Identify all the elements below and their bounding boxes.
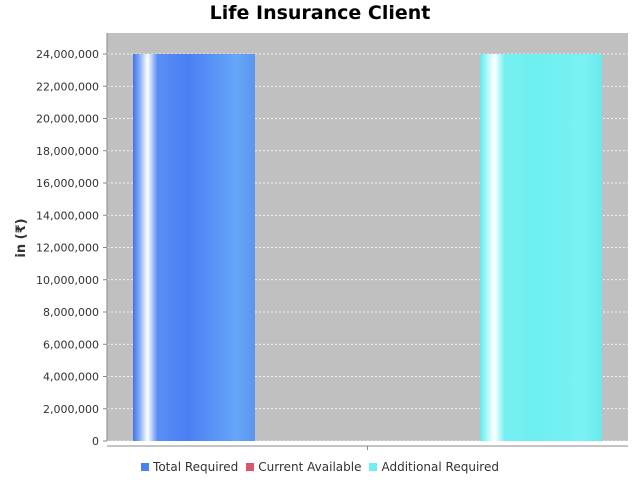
legend: Total Required Current Available Additiona… <box>0 460 640 474</box>
y-tick-label: 20,000,000 <box>36 113 99 126</box>
y-tick-label: 24,000,000 <box>36 48 99 61</box>
legend-item: Total Required <box>141 460 238 474</box>
legend-swatch <box>141 463 150 471</box>
y-tick-label: 8,000,000 <box>43 306 99 319</box>
legend-item: Current Available <box>246 460 361 474</box>
legend-label: Current Available <box>258 460 362 474</box>
y-tick-label: 10,000,000 <box>36 274 99 287</box>
y-tick-label: 12,000,000 <box>36 242 99 255</box>
y-tick-label: 6,000,000 <box>43 338 99 351</box>
y-tick-label: 14,000,000 <box>36 209 99 222</box>
y-tick-label: 0 <box>92 435 99 448</box>
y-tick-label: 4,000,000 <box>43 371 99 384</box>
legend-label: Additional Required <box>381 460 499 474</box>
bar-total-required <box>133 54 255 441</box>
chart-title: Life Insurance Client <box>209 2 431 24</box>
legend-item: Additional Required <box>369 460 499 474</box>
y-tick-label: 2,000,000 <box>43 403 99 416</box>
y-tick-label: 22,000,000 <box>36 80 99 93</box>
y-tick-label: 16,000,000 <box>36 177 99 190</box>
bar-additional-required <box>480 54 602 441</box>
y-axis-label: in (₹) <box>14 218 29 257</box>
legend-swatch <box>369 463 378 471</box>
legend-label: Total Required <box>153 460 239 474</box>
legend-swatch <box>246 463 255 471</box>
y-tick-label: 18,000,000 <box>36 145 99 158</box>
